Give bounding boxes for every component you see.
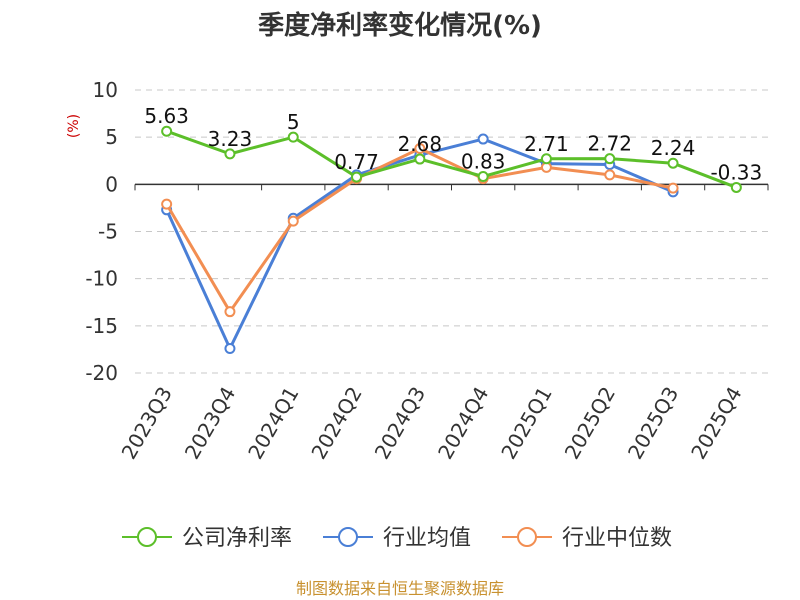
data-point [604, 153, 616, 165]
x-tick-label: 2024Q2 [306, 383, 366, 464]
data-label: 5.63 [144, 104, 189, 128]
x-tick-label: 2025Q1 [496, 383, 556, 464]
legend-swatch-marker [517, 527, 537, 547]
legend: 公司净利率 行业均值 行业中位数 [122, 526, 672, 551]
y-tick-label: -10 [85, 267, 118, 291]
data-label: 0.83 [461, 150, 506, 174]
y-axis-label: (%) [66, 114, 82, 138]
y-tick-label: 10 [93, 78, 118, 102]
x-tick-label: 2025Q4 [686, 383, 746, 464]
x-tick-label: 2024Q4 [433, 383, 493, 464]
source-note: 制图数据来自恒生聚源数据库 [296, 579, 504, 598]
data-label: -0.33 [710, 160, 762, 184]
data-label: 2.71 [524, 132, 569, 156]
data-point [477, 171, 489, 183]
data-point [224, 306, 236, 318]
series-layer [161, 125, 742, 354]
legend-swatch-marker [338, 527, 358, 547]
data-label: 3.23 [208, 127, 253, 151]
x-tick-label: 2023Q3 [117, 383, 177, 464]
x-tick-label: 2024Q3 [370, 383, 430, 464]
x-tick-label: 2025Q3 [623, 383, 683, 464]
data-point [414, 153, 426, 165]
data-point [224, 342, 236, 354]
data-label: 2.68 [398, 132, 443, 156]
y-tick-label: -20 [85, 361, 118, 385]
legend-label: 行业均值 [383, 526, 471, 551]
y-tick-label: 0 [105, 172, 118, 196]
legend-label: 行业中位数 [562, 526, 672, 551]
x-tick-label: 2024Q1 [243, 383, 303, 464]
series-line [166, 129, 737, 189]
data-label: 0.77 [334, 150, 379, 174]
data-point [667, 157, 679, 169]
x-tick-label: 2023Q4 [180, 383, 240, 464]
data-label: 2.24 [651, 136, 696, 160]
y-tick-label: -5 [98, 220, 118, 244]
data-labels: 5.63 3.23 5 0.77 2.68 0.83 2.71 2.72 2.24 -0.33 [144, 104, 762, 184]
y-tick-label: 5 [105, 125, 118, 149]
y-tick-labels: 10 5 0 -5 -10 -15 -20 [85, 78, 118, 385]
data-point [730, 181, 742, 193]
data-point [414, 142, 426, 154]
data-point [540, 153, 552, 165]
chart-title: 季度净利率变化情况(%) [258, 10, 542, 41]
series-line [165, 146, 674, 314]
data-label: 2.72 [587, 132, 632, 156]
x-axis: 2023Q3 2023Q4 2024Q1 2024Q2 2024Q3 2024Q4 2025… [117, 184, 769, 464]
data-point [161, 125, 173, 137]
data-point [477, 133, 489, 145]
data-point [287, 131, 299, 143]
x-tick-label: 2025Q2 [560, 383, 620, 464]
series-line [165, 137, 674, 350]
data-label: 5 [287, 110, 300, 134]
data-point [604, 169, 616, 181]
data-point [667, 182, 679, 194]
y-tick-label: -15 [85, 314, 118, 338]
data-point [287, 215, 299, 227]
legend-label: 公司净利率 [182, 526, 292, 551]
legend-swatch-marker [137, 527, 157, 547]
data-point [351, 171, 363, 183]
data-point [224, 148, 236, 160]
data-point [161, 198, 173, 210]
